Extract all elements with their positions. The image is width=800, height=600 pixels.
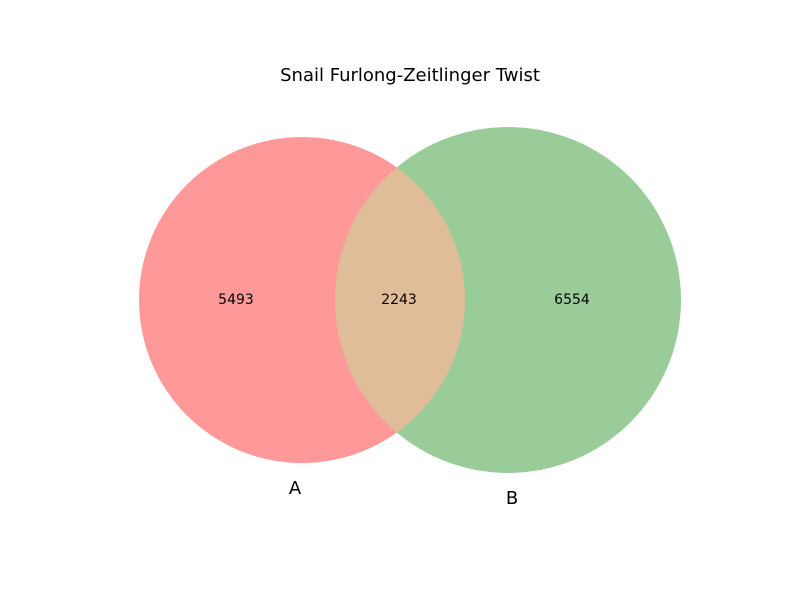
set-b-only-count: 6554 [554,292,590,308]
intersection-count: 2243 [381,292,417,308]
set-a-label: A [289,478,302,499]
set-b-label: B [506,488,518,509]
intersection-region [335,137,465,463]
set-a-only-count: 5493 [218,292,254,308]
diagram-title: Snail Furlong-Zeitlinger Twist [280,65,540,86]
